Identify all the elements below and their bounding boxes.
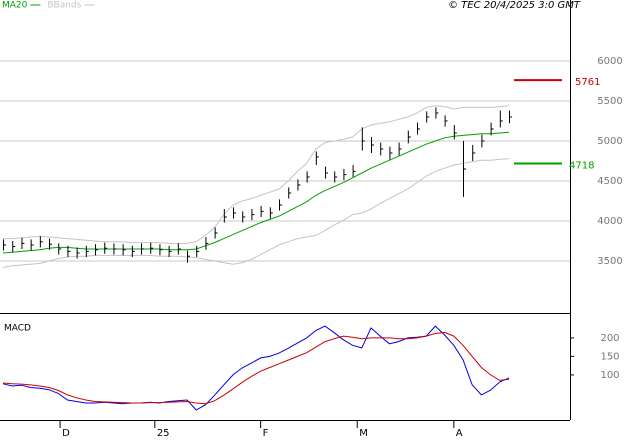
ma20-line — [2, 131, 510, 254]
y-tick-label: 5000 — [597, 136, 622, 147]
x-tick-label: D — [62, 428, 70, 439]
macd-line — [2, 331, 510, 405]
y-tick-label: 4000 — [597, 216, 622, 227]
y-tick-label: 5500 — [597, 96, 622, 107]
y-tick-label: 150 — [600, 351, 619, 362]
macd-title: MACD — [4, 324, 31, 334]
x-tick-label: M — [359, 428, 368, 439]
y-tick-label: 4500 — [597, 176, 622, 187]
bband-lower — [2, 158, 510, 268]
legend-label: BBands — [47, 1, 81, 11]
x-tick-label: F — [263, 428, 269, 439]
y-tick-label: 200 — [600, 333, 619, 344]
y-tick-label: 100 — [600, 370, 619, 381]
level-label: 4718 — [569, 161, 594, 172]
y-tick-label: 6000 — [597, 56, 622, 67]
y-tick-label: 3500 — [597, 256, 622, 267]
legend-label: MA20 — [2, 1, 28, 11]
x-tick-label: A — [456, 428, 463, 439]
x-tick-label: 25 — [157, 428, 170, 439]
source: © TEC 20/4/2025 3:0 GMT — [448, 0, 581, 11]
bband-upper — [3, 105, 510, 244]
level-label: 5761 — [575, 77, 600, 88]
